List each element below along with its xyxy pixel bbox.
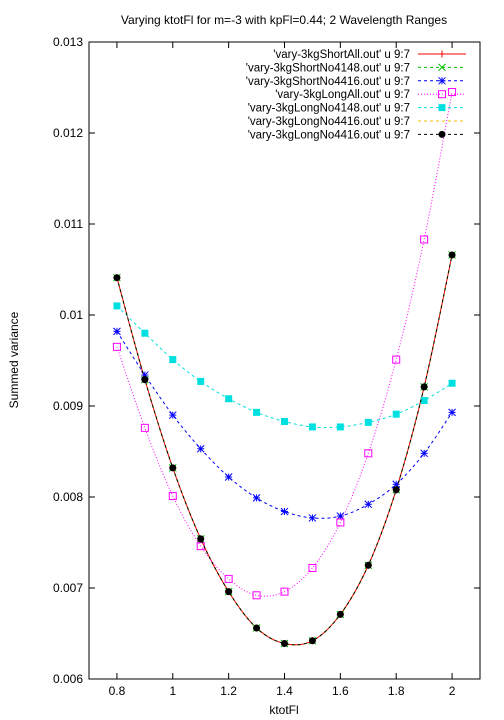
marker-open-square — [140, 423, 149, 432]
marker-filled-circle — [308, 637, 316, 645]
x-tick-label: 1 — [169, 684, 176, 698]
legend-entry: 'vary-3kgLongNo4148.out' u 9:7 — [248, 103, 466, 115]
marker-filled-circle — [169, 464, 177, 472]
series-3 — [113, 327, 456, 522]
marker-filled-circle — [448, 251, 456, 259]
marker-filled-circle — [336, 610, 344, 618]
marker-star — [113, 327, 121, 336]
marker-filled-square — [113, 302, 121, 310]
marker-filled-circle — [197, 535, 205, 543]
legend-entry: 'vary-3kgShortAll.out' u 9:7 — [273, 49, 466, 61]
y-tick-label: 0.006 — [53, 672, 83, 686]
series-5 — [113, 302, 456, 431]
legend-label: 'vary-3kgLongNo4416.out' u 9:7 — [248, 116, 410, 128]
y-tick-label: 0.011 — [54, 217, 83, 231]
marker-open-square — [308, 563, 317, 572]
legend-label: 'vary-3kgLongNo4148.out' u 9:7 — [248, 103, 410, 115]
x-axis-title: ktotFl — [269, 703, 298, 717]
marker-star — [224, 473, 233, 481]
x-tick-label: 2 — [449, 684, 456, 698]
marker-star — [336, 512, 345, 520]
x-tick-label: 0.8 — [109, 684, 126, 698]
marker-filled-circle — [281, 640, 288, 648]
y-axis-title: Summed variance — [7, 311, 21, 408]
legend-label: 'vary-3kgLongNo4416.out' u 9:7 — [248, 129, 410, 141]
marker-filled-circle — [438, 130, 446, 138]
marker-filled-square — [169, 356, 177, 364]
marker-filled-square — [308, 423, 316, 431]
legend-entry: 'vary-3kgShortNo4416.out' u 9:7 — [246, 76, 466, 88]
marker-filled-square — [336, 423, 344, 431]
legend-label: 'vary-3kgShortAll.out' u 9:7 — [273, 49, 410, 61]
marker-filled-circle — [392, 486, 400, 494]
marker-filled-circle — [113, 274, 121, 282]
x-tick-label: 1.8 — [388, 684, 405, 698]
y-tick-label: 0.013 — [53, 35, 83, 49]
marker-filled-circle — [141, 376, 149, 384]
marker-filled-square — [448, 379, 456, 387]
x-tick-label: 1.2 — [220, 684, 237, 698]
y-tick-label: 0.007 — [53, 581, 83, 595]
marker-filled-square — [392, 410, 400, 418]
y-tick-label: 0.008 — [53, 490, 83, 504]
legend-label: 'vary-3kgShortNo4416.out' u 9:7 — [246, 76, 410, 88]
marker-filled-circle — [364, 561, 372, 569]
marker-open-square — [168, 492, 177, 501]
y-tick-label: 0.012 — [53, 126, 83, 140]
marker-open-square — [438, 90, 446, 99]
marker-filled-square — [281, 417, 288, 425]
marker-open-square — [420, 235, 429, 244]
legend: 'vary-3kgShortAll.out' u 9:7'vary-3kgSho… — [246, 49, 466, 141]
legend-entry: 'vary-3kgShortNo4148.out' u 9:7 — [246, 62, 466, 74]
x-tick-label: 1.6 — [332, 684, 349, 698]
marker-filled-square — [141, 329, 149, 337]
marker-star — [168, 411, 177, 419]
marker-open-square — [392, 355, 401, 364]
series-4 — [112, 88, 457, 600]
marker-cross — [438, 63, 446, 72]
marker-filled-circle — [225, 588, 233, 596]
series-line — [116, 91, 453, 597]
y-tick-label: 0.009 — [53, 399, 83, 413]
marker-open-square — [112, 342, 121, 351]
series-line — [116, 254, 453, 646]
marker-star — [280, 507, 289, 516]
marker-filled-square — [197, 377, 205, 385]
y-tick-label: 0.01 — [60, 308, 84, 322]
marker-filled-circle — [420, 383, 428, 391]
marker-star — [196, 444, 205, 453]
marker-open-square — [448, 88, 457, 97]
marker-open-square — [364, 449, 373, 458]
marker-filled-square — [364, 418, 372, 426]
plot-area — [112, 88, 457, 648]
axes: 0.006 0.007 0.008 0.009 0.01 0.011 0.012 0.013 0… — [53, 35, 481, 698]
marker-filled-square — [253, 408, 261, 416]
x-tick-label: 1.4 — [276, 684, 293, 698]
marker-star — [420, 449, 428, 458]
legend-entry: 'vary-3kgLongNo4416.out' u 9:7 — [248, 116, 466, 128]
marker-star — [364, 500, 373, 509]
legend-label: 'vary-3kgShortNo4148.out' u 9:7 — [246, 62, 410, 74]
marker-filled-square — [420, 397, 428, 405]
marker-plus — [438, 50, 446, 58]
marker-star — [448, 408, 456, 417]
marker-star — [308, 514, 317, 522]
legend-label: 'vary-3kgLongAll.out' u 9:7 — [275, 89, 410, 101]
marker-star — [438, 76, 446, 85]
marker-open-square — [336, 518, 345, 527]
marker-filled-circle — [253, 624, 261, 632]
marker-open-square — [252, 591, 261, 600]
legend-entry: 'vary-3kgLongAll.out' u 9:7 — [275, 89, 466, 101]
marker-filled-square — [225, 395, 233, 403]
marker-filled-square — [438, 104, 446, 112]
series-7 — [113, 251, 456, 648]
legend-entry: 'vary-3kgLongNo4416.out' u 9:7 — [248, 129, 466, 141]
marker-star — [252, 494, 261, 502]
chart-title: Varying ktotFl for m=-3 with kpFl=0.44; … — [121, 13, 447, 27]
marker-open-square — [224, 574, 233, 583]
marker-open-square — [280, 587, 289, 596]
